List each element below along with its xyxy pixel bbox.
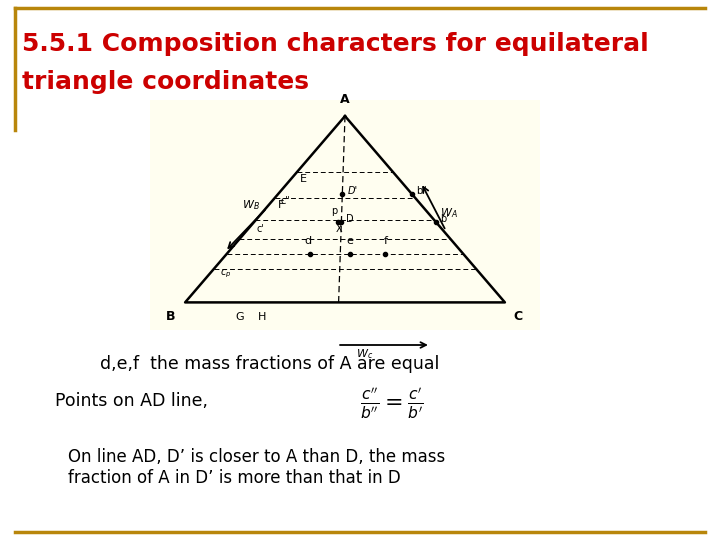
Text: B: B (166, 310, 175, 323)
Text: p: p (332, 206, 338, 217)
Text: 5.5.1 Composition characters for equilateral: 5.5.1 Composition characters for equilat… (22, 32, 649, 56)
Text: Points on AD line,: Points on AD line, (55, 392, 208, 410)
Text: f: f (383, 236, 387, 246)
Text: b": b" (416, 186, 427, 197)
Text: $W_B$: $W_B$ (243, 199, 260, 212)
Text: d,e,f  the mass fractions of A are equal: d,e,f the mass fractions of A are equal (100, 355, 439, 373)
Text: D: D (346, 214, 354, 224)
Text: triangle coordinates: triangle coordinates (22, 70, 309, 94)
Text: c': c' (257, 224, 265, 234)
Text: c": c" (281, 197, 291, 206)
Text: e: e (346, 236, 354, 246)
Text: F: F (278, 200, 284, 210)
Text: $W_A$: $W_A$ (440, 206, 458, 220)
Text: C: C (513, 310, 522, 323)
Text: $\frac{c''}{b''} = \frac{c'}{b'}$: $\frac{c''}{b''} = \frac{c'}{b'}$ (360, 386, 424, 421)
Text: X: X (336, 224, 343, 234)
Text: D': D' (347, 186, 357, 197)
Text: E: E (300, 174, 307, 184)
Text: d: d (304, 236, 311, 246)
Text: A: A (340, 93, 350, 106)
Text: b': b' (440, 214, 449, 224)
Text: $W_c$: $W_c$ (356, 347, 373, 361)
Text: H: H (258, 313, 266, 322)
Text: G: G (235, 313, 244, 322)
FancyBboxPatch shape (150, 100, 540, 330)
Text: On line AD, D’ is closer to A than D, the mass
fraction of A in D’ is more than : On line AD, D’ is closer to A than D, th… (68, 448, 445, 487)
Text: $c_p$: $c_p$ (220, 267, 231, 280)
